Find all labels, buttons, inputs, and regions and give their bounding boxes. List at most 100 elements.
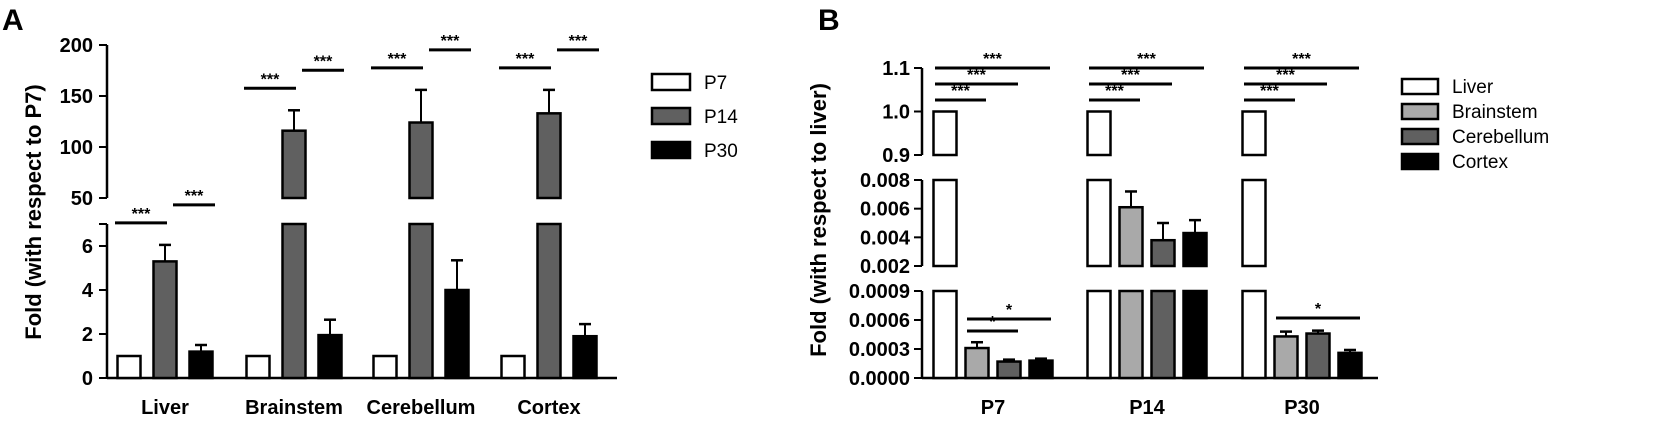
b-bar-p14-cortex-seg0 [1182, 289, 1208, 380]
b-sig-p7-liver-cerebellum-label: *** [967, 67, 986, 84]
a-sig-liver-p14-p30-label: *** [185, 188, 204, 205]
a-bar-liver-p14 [152, 260, 178, 380]
a-sig-cortex-p7-p14-label: *** [516, 51, 535, 68]
a-category-label-cerebellum: Cerebellum [367, 397, 476, 419]
a-legend-label-p30: P30 [704, 141, 738, 162]
a-bar-cerebellum-p14-lower [408, 222, 434, 380]
b-ytick-label-0-0003: 0.0003 [849, 339, 910, 361]
a-bar-cortex-p30 [572, 334, 598, 380]
b-bar-p30-liver-seg2 [1241, 110, 1267, 157]
b-legend-label-liver: Liver [1452, 77, 1494, 98]
a-ytick-label-4: 4 [82, 280, 94, 302]
b-ytick-label-1-0: 1.0 [882, 102, 910, 124]
b-y-axis-label: Fold (with respect to liver) [806, 83, 831, 357]
b-category-label-p14: P14 [1129, 397, 1165, 419]
a-bar-cerebellum-p14-upper [408, 121, 434, 200]
b-bar-p7-cortex-seg0 [1028, 359, 1054, 380]
a-bar-brainstem-p14-lower [281, 222, 307, 380]
a-sig-cortex-p14-p30-label: *** [569, 33, 588, 50]
b-ytick-label-0-0006: 0.0006 [849, 310, 910, 332]
b-sig-p30-liver-cortex-label: *** [1292, 51, 1311, 68]
b-sig-p14-liver-brainstem-label: *** [1105, 83, 1124, 100]
b-bar-p14-brainstem-seg0 [1118, 289, 1144, 380]
b-sig-p7-brainstem-cortex-label: * [1006, 302, 1013, 319]
a-bar-brainstem-p30 [317, 333, 343, 380]
panel-b-letter: B [818, 4, 840, 37]
b-bar-p7-liver-seg2 [932, 110, 958, 157]
a-sig-liver-p7-p14-label: *** [132, 206, 151, 223]
b-bar-p30-brainstem-seg0 [1273, 335, 1299, 380]
a-ytick-label-200: 200 [60, 35, 93, 57]
b-category-label-p30: P30 [1284, 397, 1320, 419]
b-ytick-label-0-008: 0.008 [860, 170, 910, 192]
b-bar-p7-liver-seg0 [932, 289, 958, 380]
a-ytick-label-50: 50 [71, 188, 93, 210]
b-sig-p30-liver-brainstem-label: *** [1260, 83, 1279, 100]
a-ytick-label-6: 6 [82, 236, 93, 258]
b-legend-swatch-cortex [1400, 152, 1440, 171]
b-bar-p14-liver-seg0 [1086, 289, 1112, 380]
b-bar-p14-cerebellum-seg0 [1150, 289, 1176, 380]
b-bar-p7-liver-seg1 [932, 178, 958, 268]
b-bar-p7-cerebellum-seg0 [996, 360, 1022, 380]
b-legend-label-cortex: Cortex [1452, 152, 1508, 173]
b-bar-p30-liver-seg1 [1241, 178, 1267, 268]
a-legend-label-p14: P14 [704, 107, 738, 128]
a-bar-cerebellum-p30 [444, 288, 470, 380]
b-sig-p7-liver-brainstem-label: *** [951, 83, 970, 100]
a-bar-brainstem-p14-upper [281, 129, 307, 200]
a-bar-cerebellum-p7 [372, 354, 398, 380]
a-category-label-brainstem: Brainstem [245, 397, 343, 419]
b-bar-p7-brainstem-seg0 [964, 346, 990, 380]
a-bar-cortex-p14-lower [536, 222, 562, 380]
a-sig-brainstem-p14-p30-label: *** [314, 53, 333, 70]
b-ytick-label-0-006: 0.006 [860, 199, 910, 221]
b-sig-p14-liver-cerebellum-label: *** [1121, 67, 1140, 84]
a-category-label-cortex: Cortex [517, 397, 580, 419]
b-legend-swatch-brainstem [1400, 102, 1440, 121]
panel-b: 0.0000 0.0003 0.0006 0.0009 0.002 0.004 0.006 0… [806, 51, 1549, 419]
a-y-axis-label: Fold (with respect to P7) [21, 84, 46, 339]
b-ytick-label-0-004: 0.004 [860, 227, 911, 249]
a-legend-label-p7: P7 [704, 73, 727, 94]
a-legend-swatch-p14 [650, 106, 692, 126]
b-ytick-label-1-1: 1.1 [882, 58, 910, 80]
a-ytick-label-2: 2 [82, 324, 93, 346]
b-legend-label-cerebellum: Cerebellum [1452, 127, 1549, 148]
a-bar-liver-p7 [116, 354, 142, 380]
panel-a-letter: A [2, 4, 24, 37]
b-bar-p14-liver-seg1 [1086, 178, 1112, 268]
b-legend-swatch-cerebellum [1400, 127, 1440, 146]
a-ytick-label-100: 100 [60, 137, 93, 159]
b-legend-swatch-liver [1400, 77, 1440, 96]
a-sig-brainstem-p7-p14-label: *** [261, 71, 280, 88]
b-bar-p30-liver-seg0 [1241, 289, 1267, 380]
b-sig-p30-brainstem-cortex-label: * [1315, 301, 1322, 318]
b-bar-p14-liver-seg2 [1086, 110, 1112, 157]
b-category-label-p7: P7 [981, 397, 1005, 419]
b-bar-p14-cortex-seg1 [1182, 231, 1208, 268]
a-ytick-label-0: 0 [82, 368, 93, 390]
b-bar-p30-cortex-seg0 [1337, 351, 1363, 380]
a-bar-cortex-p14-upper [536, 112, 562, 200]
panel-a: 0 2 4 6 50 100 150 200 Fold (with respect to P7)… [21, 33, 738, 419]
a-bar-brainstem-p7 [245, 354, 271, 380]
a-bar-cortex-p7 [500, 354, 526, 380]
b-ytick-label-0-0000: 0.0000 [849, 368, 910, 390]
a-legend-swatch-p7 [650, 72, 692, 92]
a-ytick-label-150: 150 [60, 86, 93, 108]
b-sig-p30-liver-cerebellum-label: *** [1276, 67, 1295, 84]
b-bar-p30-cerebellum-seg0 [1305, 332, 1331, 380]
b-sig-p7-brainstem-cerebellum-label: * [989, 314, 996, 331]
b-bar-p14-cerebellum-seg1 [1150, 238, 1176, 268]
b-bar-p14-brainstem-seg1 [1118, 205, 1144, 268]
b-ytick-label-0-002: 0.002 [860, 256, 910, 278]
a-category-label-liver: Liver [141, 397, 189, 419]
b-sig-p14-liver-cortex-label: *** [1137, 51, 1156, 68]
a-sig-cerebellum-p14-p30-label: *** [441, 33, 460, 50]
b-ytick-label-0-9: 0.9 [882, 145, 910, 167]
b-sig-p7-liver-cortex-label: *** [983, 51, 1002, 68]
b-legend-label-brainstem: Brainstem [1452, 102, 1538, 123]
